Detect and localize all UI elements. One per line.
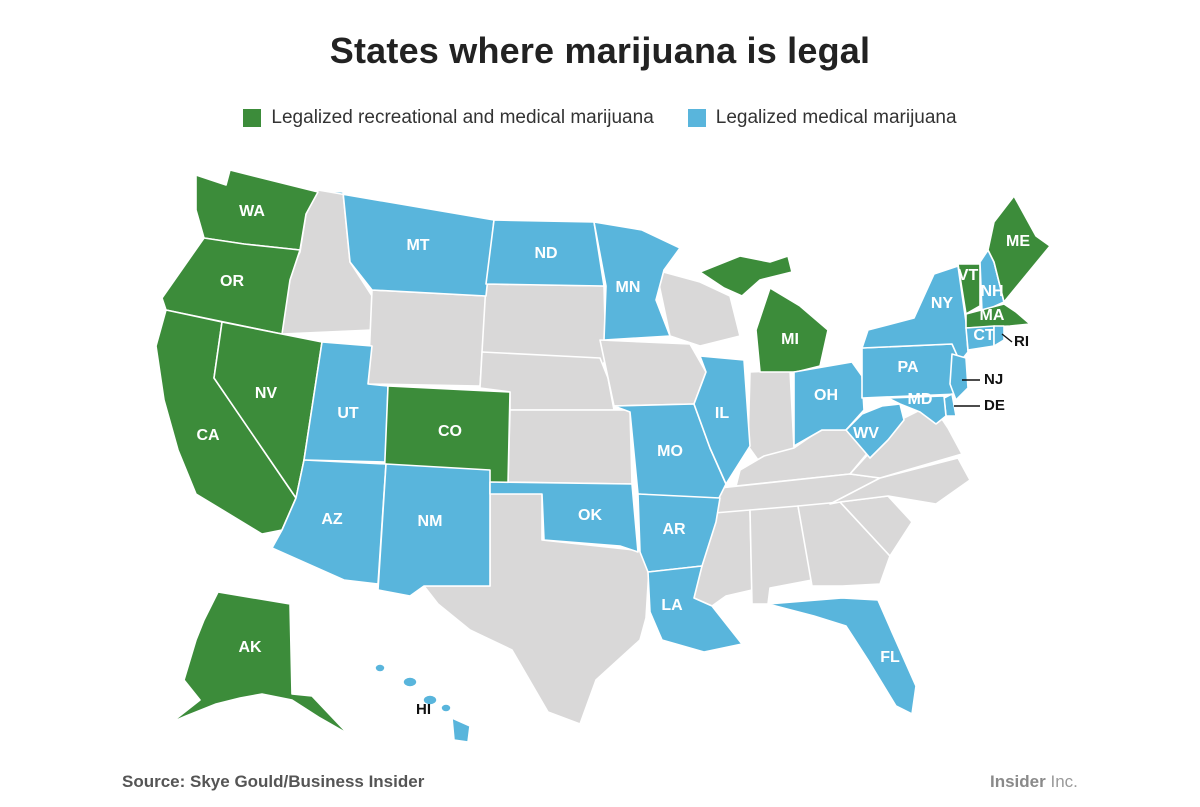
state-KS[interactable]: [507, 409, 633, 485]
leader-lines: [954, 333, 1013, 407]
label-il: IL: [715, 405, 729, 422]
label-ar: AR: [662, 521, 686, 538]
label-nd: ND: [534, 245, 557, 262]
state-WV[interactable]: [845, 403, 905, 459]
state-MN[interactable]: [593, 221, 681, 341]
state-TX[interactable]: [423, 483, 651, 725]
state-OR[interactable]: [161, 237, 301, 335]
state-ND[interactable]: [485, 219, 605, 287]
non-legal-states: [275, 189, 971, 725]
label-ok: OK: [578, 507, 602, 524]
label-ut: UT: [337, 405, 359, 422]
colored-states: [155, 169, 1051, 743]
source-note: Source: Skye Gould/Business Insider: [122, 772, 425, 791]
state-FL[interactable]: [767, 597, 917, 715]
state-IN[interactable]: [747, 369, 795, 461]
label-ct: CT: [973, 327, 995, 344]
label-ak: AK: [238, 639, 262, 656]
state-WY[interactable]: [367, 289, 487, 387]
label-oh: OH: [814, 387, 838, 404]
state-VT[interactable]: [957, 263, 981, 315]
state-OK[interactable]: [489, 481, 639, 553]
label-md: MD: [908, 391, 933, 408]
label-co: CO: [438, 423, 462, 440]
label-me: ME: [1006, 233, 1030, 250]
label-mo: MO: [657, 443, 683, 460]
label-vt: VT: [958, 267, 979, 284]
legend-item-medical: Legalized medical marijuana: [687, 107, 957, 129]
label-nj: NJ: [984, 371, 1003, 388]
legend-swatch-medical: [687, 109, 706, 127]
label-az: AZ: [321, 511, 343, 528]
label-mn: MN: [616, 279, 641, 296]
label-wa: WA: [239, 203, 265, 220]
legend-item-recreational: Legalized recreational and medical marij…: [243, 107, 654, 129]
state-MI[interactable]: [755, 287, 829, 373]
state-LA[interactable]: [647, 565, 743, 653]
state-NJ[interactable]: [949, 353, 969, 401]
state-MD[interactable]: [887, 395, 947, 425]
label-de: DE: [984, 397, 1005, 414]
label-pa: PA: [897, 359, 918, 376]
state-IL[interactable]: [693, 355, 751, 485]
state-ME[interactable]: [987, 195, 1051, 303]
label-nv: NV: [255, 385, 278, 402]
legend: Legalized recreational and medical marij…: [0, 107, 1200, 129]
label-ri: RI: [1014, 333, 1029, 350]
legend-label-recreational: Legalized recreational and medical marij…: [271, 107, 654, 128]
label-ca: CA: [196, 427, 220, 444]
legend-label-medical: Legalized medical marijuana: [715, 107, 957, 128]
label-mt: MT: [406, 237, 429, 254]
state-labels: WA OR CA NV MT ND MN UT CO AZ NM OK MO AR LA IL MI OH WV PA…: [196, 203, 1030, 718]
state-RI[interactable]: [993, 325, 1005, 347]
label-mi: MI: [781, 331, 799, 348]
state-WA[interactable]: [195, 169, 319, 251]
label-nm: NM: [418, 513, 443, 530]
state-AK[interactable]: [171, 591, 349, 735]
brand-logo: Insider Inc.: [990, 772, 1078, 792]
state-NM[interactable]: [377, 463, 491, 597]
map-title: States where marijuana is legal: [329, 30, 871, 71]
label-fl: FL: [880, 649, 900, 666]
label-la: LA: [661, 597, 683, 614]
state-MI-upper[interactable]: [699, 255, 793, 297]
brand-name: Insider: [990, 772, 1046, 791]
label-or: OR: [220, 273, 244, 290]
brand-suffix: Inc.: [1045, 772, 1078, 791]
legend-swatch-recreational: [243, 109, 262, 127]
label-wv: WV: [853, 425, 879, 442]
state-IA[interactable]: [599, 339, 707, 407]
label-hi: HI: [416, 701, 431, 718]
label-ma: MA: [980, 307, 1005, 324]
label-nh: NH: [980, 283, 1003, 300]
state-HI[interactable]: [374, 663, 471, 743]
label-ny: NY: [931, 295, 954, 312]
